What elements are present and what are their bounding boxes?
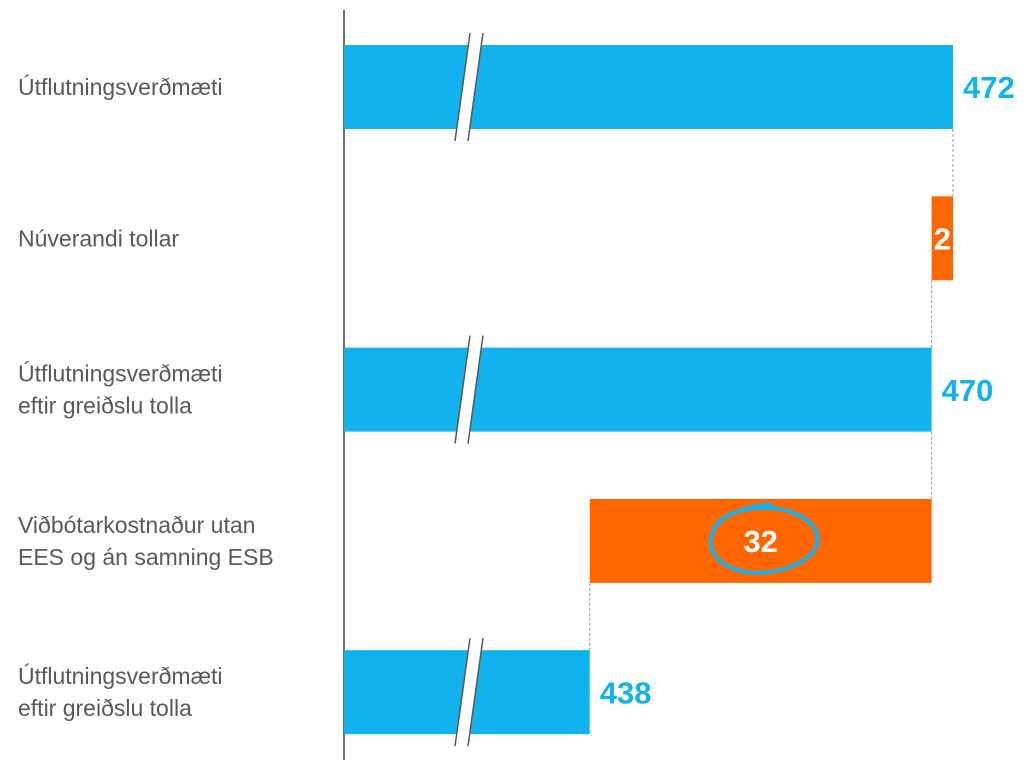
axis-break bbox=[454, 335, 471, 444]
bar bbox=[344, 45, 953, 129]
axis-break bbox=[467, 32, 484, 142]
category-line: Útflutningsverðmæti bbox=[18, 361, 223, 387]
category-line: eftir greiðslu tolla bbox=[18, 393, 192, 419]
category-label: Útflutningsverðmæti bbox=[18, 74, 223, 100]
category-line: EES og án samning ESB bbox=[18, 544, 274, 570]
axis-break-gap bbox=[455, 335, 483, 444]
annotation-circle bbox=[708, 502, 820, 575]
value-label: 438 bbox=[600, 675, 652, 710]
axis-break bbox=[454, 32, 471, 142]
axis-break bbox=[467, 335, 484, 444]
value-label: 470 bbox=[942, 373, 994, 408]
axis-break bbox=[467, 638, 484, 747]
value-label: 32 bbox=[743, 524, 777, 559]
bar bbox=[589, 498, 932, 583]
bar bbox=[931, 196, 953, 281]
value-label: 472 bbox=[963, 70, 1015, 105]
category-label: Útflutningsverðmæti eftir greiðslu tolla bbox=[18, 663, 223, 721]
category-line: Núverandi tollar bbox=[18, 225, 179, 251]
category-label: Útflutningsverðmæti eftir greiðslu tolla bbox=[18, 361, 223, 419]
axis-break-gap bbox=[455, 638, 483, 747]
value-label: 2 bbox=[934, 221, 951, 256]
category-label: Viðbótarkostnaður utan EES og án samning … bbox=[18, 512, 274, 570]
category-label: Núverandi tollar bbox=[18, 225, 179, 251]
category-line: Útflutningsverðmæti bbox=[18, 74, 223, 100]
axis-break-gap bbox=[455, 33, 483, 141]
bar bbox=[344, 347, 932, 432]
axis-break bbox=[454, 638, 471, 747]
category-line: Viðbótarkostnaður utan bbox=[18, 512, 255, 538]
category-line: eftir greiðslu tolla bbox=[18, 695, 192, 721]
category-line: Útflutningsverðmæti bbox=[18, 663, 223, 689]
